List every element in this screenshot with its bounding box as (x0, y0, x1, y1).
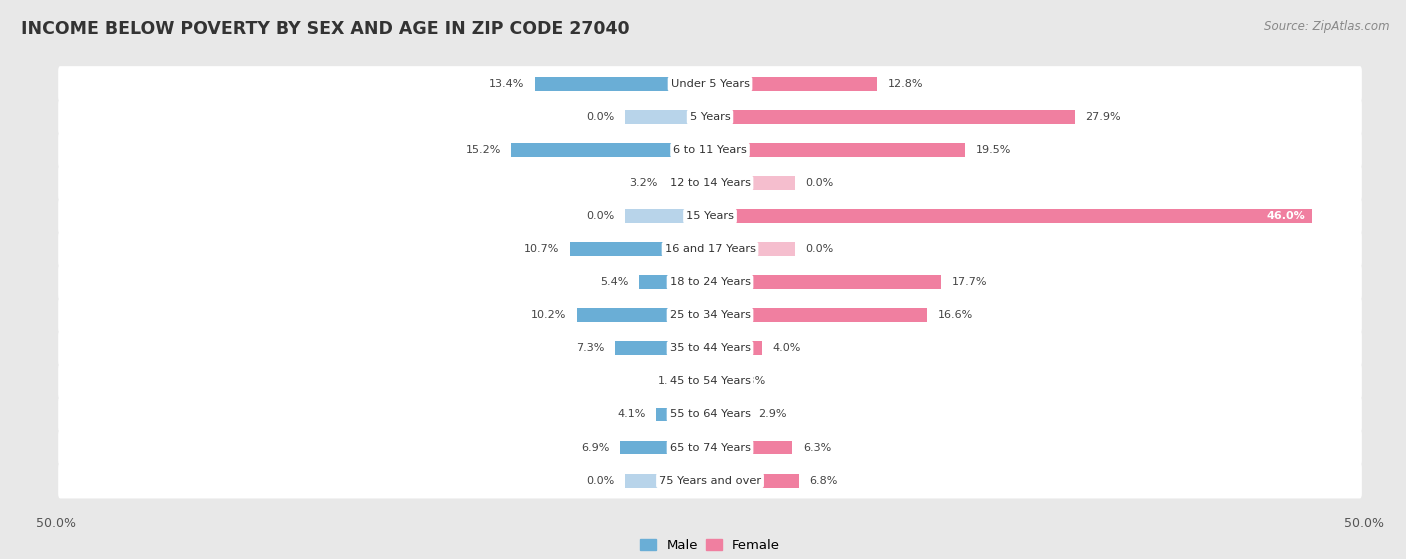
Bar (512, 143, 710, 157)
Text: 0.0%: 0.0% (586, 476, 614, 486)
FancyBboxPatch shape (58, 165, 1362, 201)
FancyBboxPatch shape (58, 99, 1362, 135)
Text: 45 to 54 Years: 45 to 54 Years (669, 376, 751, 386)
FancyBboxPatch shape (58, 297, 1362, 333)
Bar (710, 276, 942, 289)
Text: 19.5%: 19.5% (976, 145, 1011, 155)
FancyBboxPatch shape (58, 66, 1362, 102)
Text: Under 5 Years: Under 5 Years (671, 79, 749, 89)
Text: 12.8%: 12.8% (887, 79, 924, 89)
FancyBboxPatch shape (58, 430, 1362, 466)
Text: Source: ZipAtlas.com: Source: ZipAtlas.com (1264, 20, 1389, 32)
Text: 1.0%: 1.0% (658, 376, 686, 386)
Bar (710, 342, 762, 356)
Bar (710, 473, 799, 487)
Bar (710, 440, 793, 454)
Text: INCOME BELOW POVERTY BY SEX AND AGE IN ZIP CODE 27040: INCOME BELOW POVERTY BY SEX AND AGE IN Z… (21, 20, 630, 37)
Text: 6.3%: 6.3% (803, 443, 831, 453)
Bar (710, 176, 794, 190)
Legend: Male, Female: Male, Female (640, 539, 780, 552)
Text: 17.7%: 17.7% (952, 277, 987, 287)
FancyBboxPatch shape (58, 198, 1362, 234)
Bar (710, 209, 1312, 223)
Bar (614, 342, 710, 356)
FancyBboxPatch shape (58, 363, 1362, 399)
Bar (626, 473, 710, 487)
Text: 0.0%: 0.0% (806, 178, 834, 188)
Bar (710, 143, 965, 157)
Bar (697, 375, 710, 389)
Text: 5.4%: 5.4% (600, 277, 628, 287)
Text: 16.6%: 16.6% (938, 310, 973, 320)
FancyBboxPatch shape (58, 463, 1362, 499)
Text: 18 to 24 Years: 18 to 24 Years (669, 277, 751, 287)
Bar (576, 309, 710, 323)
Bar (710, 375, 727, 389)
Text: 15.2%: 15.2% (465, 145, 501, 155)
Text: 25 to 34 Years: 25 to 34 Years (669, 310, 751, 320)
Text: 12 to 14 Years: 12 to 14 Years (669, 178, 751, 188)
Text: 0.0%: 0.0% (586, 211, 614, 221)
Bar (626, 209, 710, 223)
Text: 16 and 17 Years: 16 and 17 Years (665, 244, 755, 254)
Text: 35 to 44 Years: 35 to 44 Years (669, 343, 751, 353)
Text: 4.1%: 4.1% (617, 410, 645, 419)
Text: 75 Years and over: 75 Years and over (659, 476, 761, 486)
Text: 2.9%: 2.9% (758, 410, 787, 419)
Text: 55 to 64 Years: 55 to 64 Years (669, 410, 751, 419)
Text: 15 Years: 15 Years (686, 211, 734, 221)
Bar (569, 242, 710, 256)
Text: 0.0%: 0.0% (586, 112, 614, 122)
FancyBboxPatch shape (58, 397, 1362, 432)
Text: 6.9%: 6.9% (581, 443, 609, 453)
Text: 5 Years: 5 Years (690, 112, 730, 122)
Text: 65 to 74 Years: 65 to 74 Years (669, 443, 751, 453)
Text: 1.3%: 1.3% (738, 376, 766, 386)
Text: 7.3%: 7.3% (575, 343, 605, 353)
Bar (534, 77, 710, 91)
Text: 27.9%: 27.9% (1085, 112, 1121, 122)
Text: 13.4%: 13.4% (489, 79, 524, 89)
Text: 10.7%: 10.7% (524, 244, 560, 254)
Text: 0.0%: 0.0% (806, 244, 834, 254)
Bar (710, 110, 1074, 124)
FancyBboxPatch shape (58, 330, 1362, 366)
Bar (640, 276, 710, 289)
Text: 6 to 11 Years: 6 to 11 Years (673, 145, 747, 155)
Bar (668, 176, 710, 190)
Bar (710, 309, 927, 323)
Bar (626, 110, 710, 124)
Text: 3.2%: 3.2% (630, 178, 658, 188)
Bar (620, 440, 710, 454)
Bar (710, 242, 794, 256)
FancyBboxPatch shape (58, 264, 1362, 300)
Text: 46.0%: 46.0% (1267, 211, 1305, 221)
FancyBboxPatch shape (58, 132, 1362, 168)
FancyBboxPatch shape (58, 231, 1362, 267)
Text: 6.8%: 6.8% (810, 476, 838, 486)
Bar (657, 408, 710, 421)
Text: 4.0%: 4.0% (773, 343, 801, 353)
Text: 10.2%: 10.2% (531, 310, 567, 320)
Bar (710, 408, 748, 421)
Bar (710, 77, 877, 91)
